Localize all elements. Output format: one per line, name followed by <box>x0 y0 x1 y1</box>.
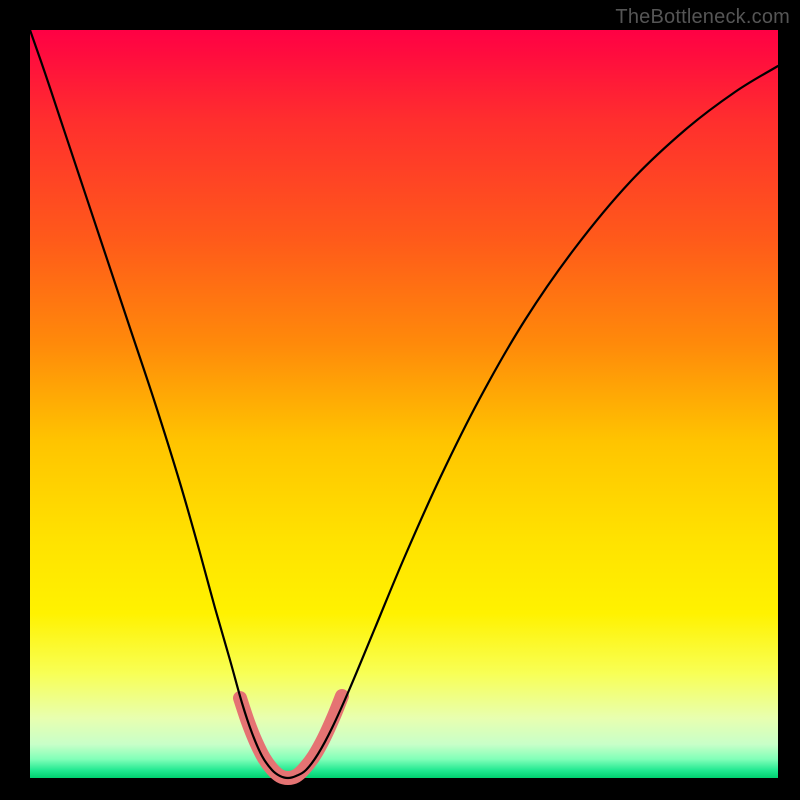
chart-svg <box>0 0 800 800</box>
chart-canvas: TheBottleneck.com <box>0 0 800 800</box>
plot-background <box>30 30 778 778</box>
